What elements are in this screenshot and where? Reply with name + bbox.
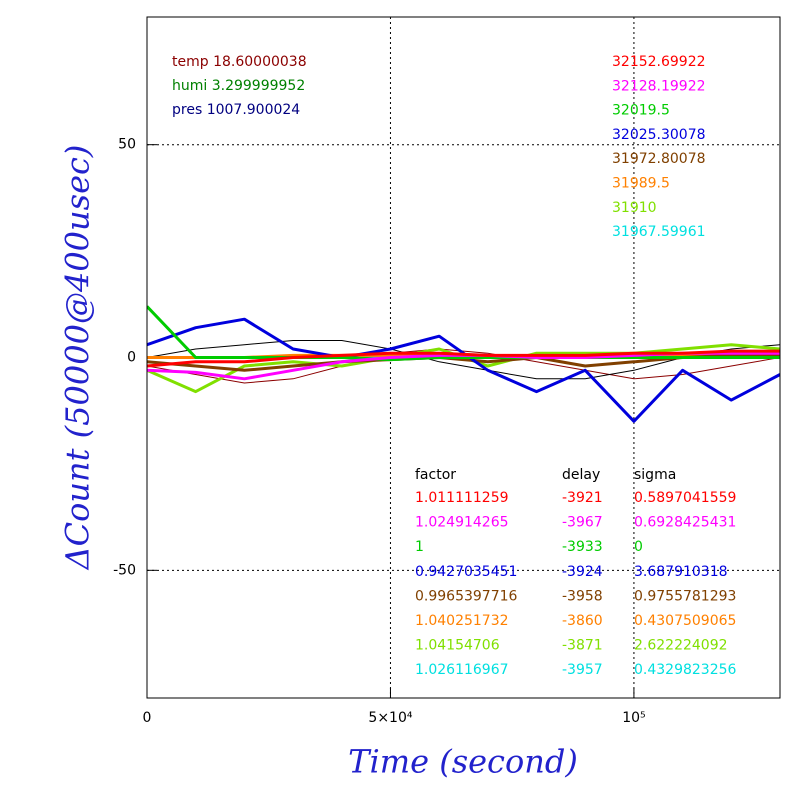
table-cell: 1.011111259: [415, 490, 509, 506]
table-cell: 0.9965397716: [415, 588, 518, 604]
line: [147, 305, 780, 362]
table-cell: -3921: [562, 490, 603, 506]
table-cell: -3924: [562, 564, 603, 580]
table-cell: 0.4329823256: [634, 662, 737, 678]
table-cell: 2.622224092: [634, 638, 728, 654]
x-tick-label: 0: [143, 710, 152, 726]
table-cell: 1: [415, 539, 424, 555]
table-header: factor: [415, 467, 456, 483]
table-header: sigma: [634, 467, 676, 483]
environment-label: humi 3.299999952: [172, 78, 305, 94]
table-cell: 1.024914265: [415, 515, 509, 531]
count-label: 31910: [612, 200, 657, 216]
count-label: 31972.80078: [612, 151, 706, 167]
count-label: 32128.19922: [612, 78, 706, 94]
x-tick-label: 5×10⁴: [368, 710, 412, 726]
plot-lines: [147, 305, 780, 423]
table-cell: -3860: [562, 613, 603, 629]
line: [147, 348, 780, 384]
table-cell: -3967: [562, 515, 603, 531]
table-cell: -3933: [562, 539, 603, 555]
y-tick-label: 0: [127, 350, 136, 366]
count-label: 32152.69922: [612, 54, 706, 70]
count-label: 32019.5: [612, 103, 670, 119]
environment-label: pres 1007.900024: [172, 102, 300, 118]
line: [147, 349, 780, 368]
table-cell: -3958: [562, 588, 603, 604]
table-cell: 1.04154706: [415, 638, 500, 654]
table-cell: -3871: [562, 638, 603, 654]
table-cell: 0.9755781293: [634, 588, 736, 604]
table-cell: 1.026116967: [415, 662, 509, 678]
x-tick-label: 10⁵: [622, 710, 645, 726]
table-cell: 0: [634, 539, 643, 555]
environment-label: temp 18.60000038: [172, 54, 307, 70]
table-header: delay: [562, 467, 600, 483]
count-label: 32025.30078: [612, 127, 706, 143]
table-cell: 0.5897041559: [634, 490, 736, 506]
y-tick-label: -50: [113, 562, 136, 578]
count-label: 31989.5: [612, 176, 670, 192]
y-axis-title: ΔCount (50000@400usec): [59, 145, 97, 572]
table-cell: 0.6928425431: [634, 515, 736, 531]
table-cell: 1.040251732: [415, 613, 509, 629]
plot-frame: [146, 16, 781, 699]
table-cell: 3.687910318: [634, 564, 728, 580]
table-cell: 0.4307509065: [634, 613, 736, 629]
table-cell: -3957: [562, 662, 603, 678]
x-axis-title: Time (second): [348, 743, 578, 781]
y-tick-label: 50: [118, 137, 136, 153]
table-cell: 0.9427035451: [415, 564, 517, 580]
count-label: 31967.59961: [612, 224, 706, 240]
